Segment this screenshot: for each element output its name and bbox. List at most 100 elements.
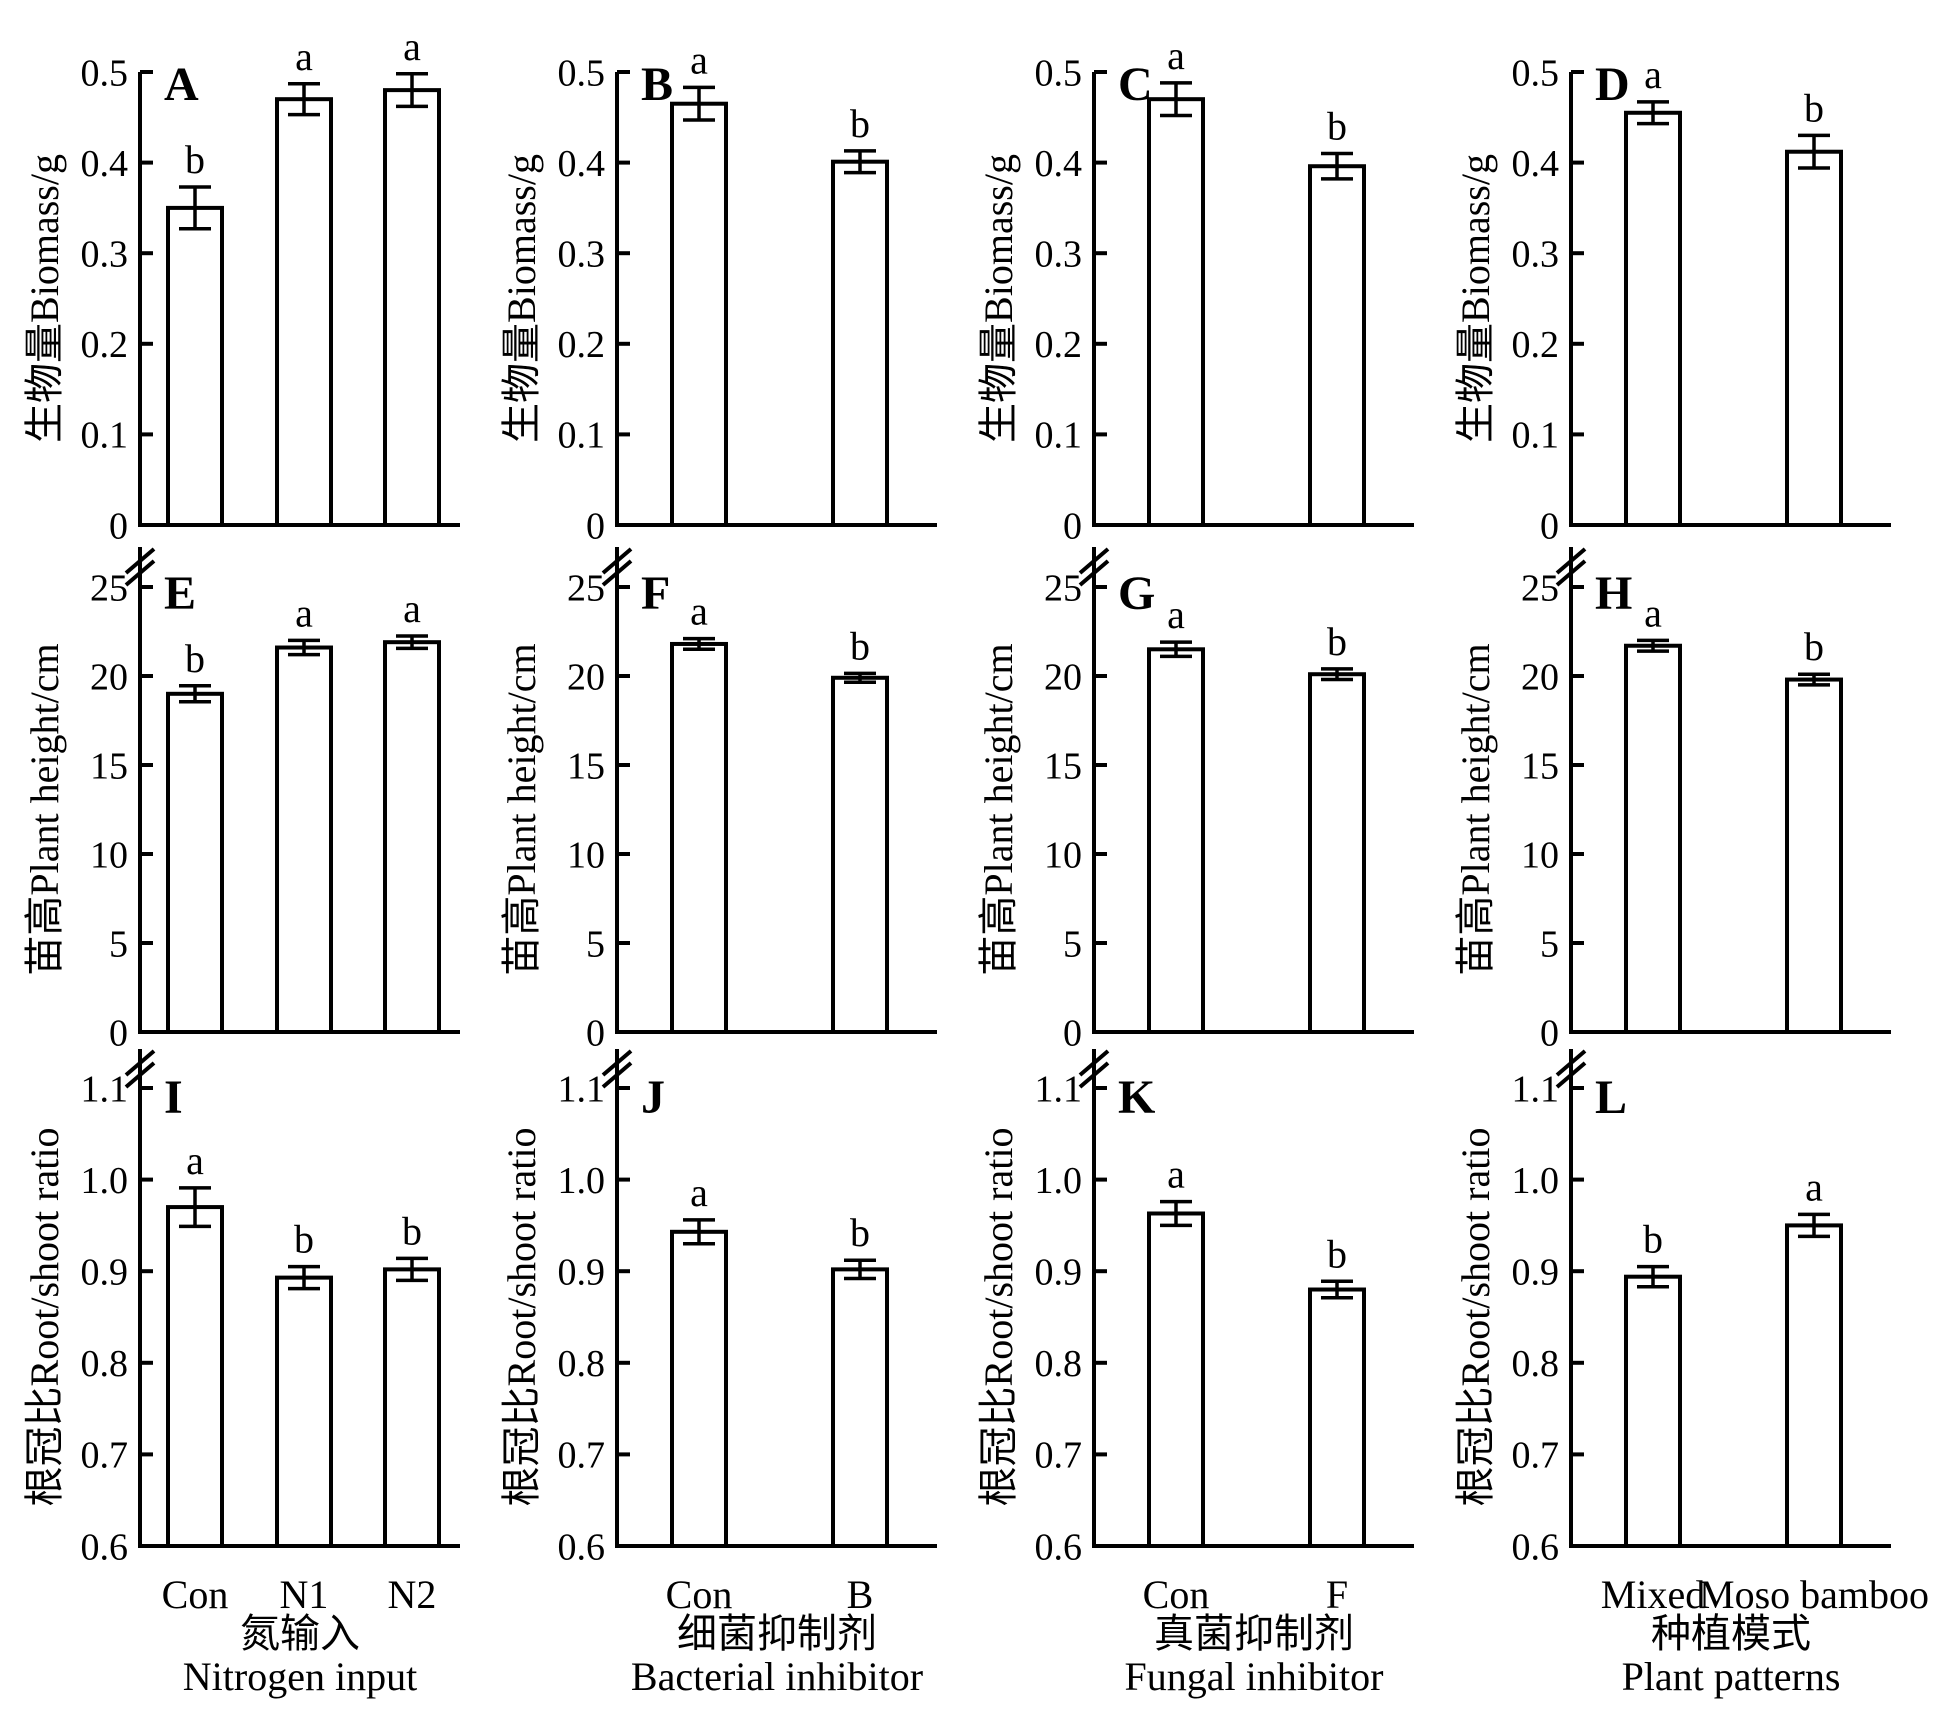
panel-A-biomass-nitrogen: b a a 0 0.1 0.2 0.3 0.4 0.5 生物量Biomass/g A: [22, 24, 460, 547]
significance-letter: b: [1327, 619, 1347, 664]
significance-letter: a: [295, 590, 313, 635]
error-bar: [396, 1256, 428, 1283]
y-axis-title: 根冠比Root/shoot ratio: [976, 1128, 1021, 1507]
bar: [831, 1267, 889, 1548]
y-tick-label: 15: [567, 745, 605, 787]
bar: [275, 97, 333, 528]
bar: [1785, 677, 1843, 1034]
x-tick-label: Con: [1143, 1572, 1210, 1617]
significance-letter: b: [1327, 104, 1347, 149]
y-tick-label: 0: [1063, 1012, 1082, 1054]
panel-letter: G: [1118, 567, 1155, 620]
chart-row-biomass: b a a 0 0.1 0.2 0.3 0.4 0.5 生物量Biomass/g A a b 0 0.1 0…: [0, 0, 1946, 547]
error-bar: [1321, 151, 1353, 181]
significance-letter: a: [1805, 1164, 1823, 1209]
error-bar: [1798, 1212, 1830, 1239]
y-axis-title: 苗高Plant height/cm: [1453, 643, 1498, 975]
y-tick-label: 1.0: [1035, 1160, 1083, 1202]
panel-letter: A: [164, 58, 199, 111]
significance-letter: b: [1327, 1231, 1347, 1276]
error-bar: [1637, 638, 1669, 653]
bar: [1308, 672, 1366, 1034]
y-tick-label: 10: [567, 834, 605, 876]
significance-letter: b: [402, 1208, 422, 1253]
bar: [1624, 110, 1682, 528]
error-bar: [396, 634, 428, 651]
y-axis-title: 根冠比Root/shoot ratio: [1453, 1128, 1498, 1507]
y-tick-label: 1.0: [81, 1160, 129, 1202]
y-tick-label: 5: [1540, 923, 1559, 965]
y-axis-title: 生物量Biomass/g: [976, 154, 1021, 443]
panel-letter: D: [1595, 58, 1630, 111]
bar: [831, 675, 889, 1034]
factor-label-cn: 种植模式: [1651, 1611, 1811, 1656]
panel-B-biomass-bacterial: a b 0 0.1 0.2 0.3 0.4 0.5 生物量Biomass/g B: [499, 37, 937, 547]
axis-break-icon: [1078, 547, 1110, 587]
panel-K-ratio-fungal: a b 0.6 0.7 0.8 0.9 1.0 1.1 根冠比Root/shoot ratio K…: [976, 1049, 1414, 1699]
panel-letter: J: [641, 1071, 665, 1124]
y-tick-label: 0.1: [1512, 415, 1560, 457]
y-tick-label: 15: [1521, 745, 1559, 787]
error-bar: [683, 85, 715, 122]
y-tick-label: 0: [109, 505, 128, 547]
factor-label-cn: 真菌抑制剂: [1154, 1611, 1354, 1656]
panel-letter: F: [641, 567, 670, 620]
y-tick-label: 0.3: [1035, 234, 1083, 276]
axis-break-icon: [601, 1049, 633, 1089]
error-bar: [288, 1264, 320, 1291]
y-tick-label: 0.4: [1512, 143, 1560, 185]
factor-label-cn: 氮输入: [240, 1611, 360, 1656]
significance-letter: a: [1167, 33, 1185, 78]
x-tick-label: F: [1326, 1572, 1348, 1617]
y-tick-label: 5: [586, 923, 605, 965]
y-tick-label: 0.5: [1512, 52, 1560, 94]
error-bar: [1637, 100, 1669, 126]
y-axis-title: 根冠比Root/shoot ratio: [499, 1128, 544, 1507]
y-tick-label: 25: [90, 567, 128, 609]
bar: [275, 645, 333, 1035]
significance-letter: b: [850, 623, 870, 668]
x-tick-label: Con: [162, 1572, 229, 1617]
panel-letter: K: [1118, 1071, 1155, 1124]
y-axis-title: 苗高Plant height/cm: [22, 643, 67, 975]
y-tick-label: 0.6: [1035, 1526, 1083, 1568]
y-tick-label: 0.4: [1035, 143, 1083, 185]
panel-C-biomass-fungal: a b 0 0.1 0.2 0.3 0.4 0.5 生物量Biomass/g C: [976, 33, 1414, 547]
significance-letter: a: [1167, 1152, 1185, 1197]
significance-letter: b: [1804, 624, 1824, 669]
panel-letter: H: [1595, 567, 1632, 620]
bar: [383, 1267, 441, 1548]
significance-letter: b: [1643, 1217, 1663, 1262]
y-tick-label: 0.3: [1512, 234, 1560, 276]
panel-F-height-bacterial: a b 0 5 10 15 20 25 苗高Plant height/cm F: [499, 547, 937, 1054]
y-tick-label: 5: [1063, 923, 1082, 965]
y-tick-label: 10: [90, 834, 128, 876]
y-tick-label: 1.1: [558, 1068, 606, 1110]
y-tick-label: 20: [1044, 656, 1082, 698]
bar: [1308, 164, 1366, 527]
y-tick-label: 0.4: [81, 143, 129, 185]
bar: [383, 640, 441, 1035]
bar: [1147, 97, 1205, 528]
error-bar: [179, 1186, 211, 1229]
panel-D-biomass-patterns: a b 0 0.1 0.2 0.3 0.4 0.5 生物量Biomass/g D: [1453, 52, 1891, 547]
y-tick-label: 0.9: [81, 1252, 129, 1294]
bar: [166, 1205, 224, 1549]
error-bar: [1321, 1279, 1353, 1300]
error-bar: [1160, 640, 1192, 659]
bar: [166, 205, 224, 527]
bar: [831, 159, 889, 527]
error-bar: [1637, 1264, 1669, 1289]
significance-letter: b: [850, 1210, 870, 1255]
y-tick-label: 0.8: [1512, 1343, 1560, 1385]
factor-label-en: Nitrogen input: [183, 1654, 417, 1699]
y-tick-label: 0.6: [81, 1526, 129, 1568]
panel-letter: L: [1595, 1071, 1627, 1124]
y-tick-label: 0.8: [1035, 1343, 1083, 1385]
significance-letter: a: [1644, 590, 1662, 635]
y-tick-label: 0: [1540, 1012, 1559, 1054]
y-tick-label: 0.8: [81, 1343, 129, 1385]
y-tick-label: 0.2: [81, 324, 129, 366]
error-bar: [179, 684, 211, 704]
